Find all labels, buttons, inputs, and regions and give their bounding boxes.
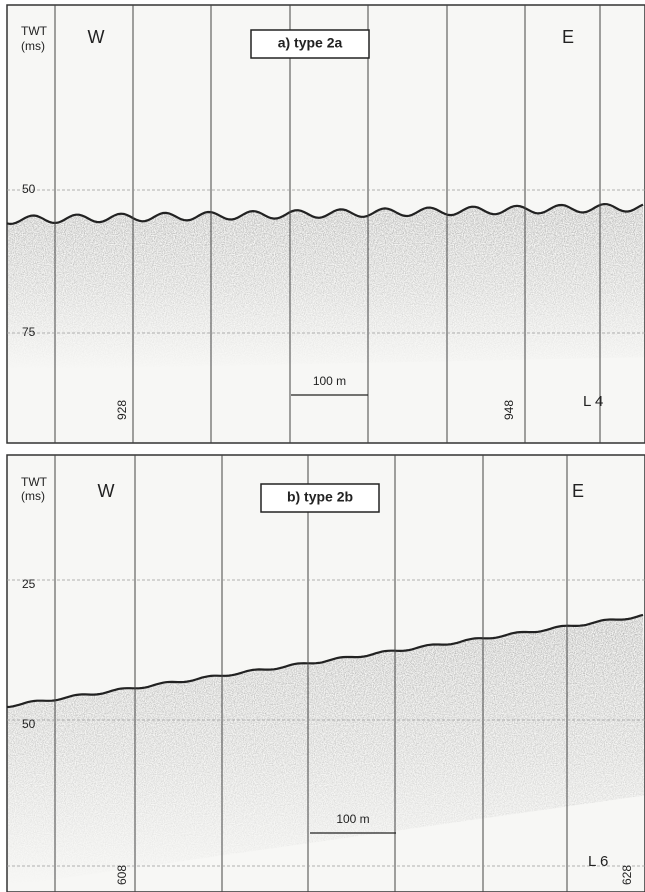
title-box [260, 483, 380, 513]
time-tick-label: 50 [22, 182, 36, 196]
seafloor [6, 613, 644, 709]
fix-label: 948 [502, 400, 516, 420]
fix-label: 928 [115, 400, 129, 420]
fix-label: 628 [620, 865, 634, 885]
axis-unit: (ms) [21, 489, 45, 503]
time-tick-label: 25 [22, 577, 36, 591]
line-label: L 4 [583, 393, 603, 410]
west-label: W [98, 481, 115, 501]
panel: TWT(ms) W Ea) type 2a 50 75 928 948 100 m L 4 [6, 4, 645, 444]
line-label: L 6 [588, 853, 608, 870]
panel-title: b) type 2b [287, 489, 353, 505]
panel-title: a) type 2a [278, 35, 343, 51]
east-label: E [562, 27, 574, 47]
title-box [250, 29, 370, 59]
scale-label: 100 m [313, 374, 346, 388]
axis-label: TWT [21, 24, 48, 38]
fix-label: 608 [115, 865, 129, 885]
sediment [7, 204, 645, 370]
scale-label: 100 m [336, 812, 369, 826]
time-tick-label: 75 [22, 325, 36, 339]
time-tick-label: 50 [22, 717, 36, 731]
west-label: W [88, 27, 105, 47]
seafloor [6, 202, 644, 226]
axis-unit: (ms) [21, 39, 45, 53]
panel: TWT(ms) W Eb) type 2b 25 50 608 628 100 m L 6 [6, 454, 645, 892]
east-label: E [572, 481, 584, 501]
axis-label: TWT [21, 475, 48, 489]
